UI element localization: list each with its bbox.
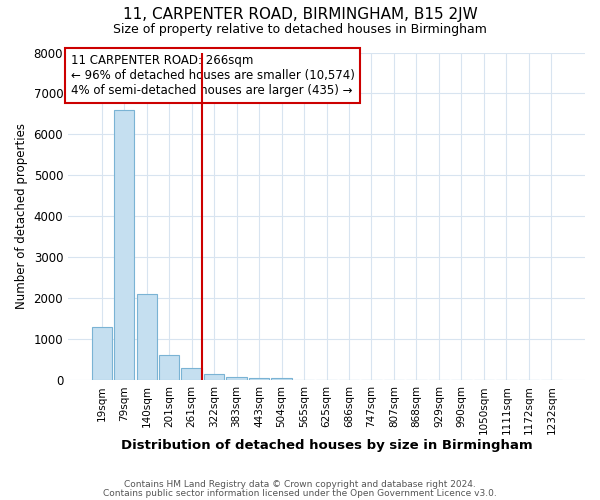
Bar (114, 110, 134, 380)
Bar (204, 374, 224, 380)
Bar (226, 378, 247, 380)
Bar (249, 378, 269, 380)
Bar (271, 378, 292, 380)
Bar (92, 327, 112, 380)
Bar (181, 368, 202, 380)
Text: 11, CARPENTER ROAD, BIRMINGHAM, B15 2JW: 11, CARPENTER ROAD, BIRMINGHAM, B15 2JW (122, 8, 478, 22)
X-axis label: Distribution of detached houses by size in Birmingham: Distribution of detached houses by size … (121, 440, 532, 452)
Bar (137, 294, 157, 380)
Y-axis label: Number of detached properties: Number of detached properties (15, 124, 28, 310)
Bar (159, 355, 179, 380)
Text: Size of property relative to detached houses in Birmingham: Size of property relative to detached ho… (113, 22, 487, 36)
Text: Contains HM Land Registry data © Crown copyright and database right 2024.: Contains HM Land Registry data © Crown c… (124, 480, 476, 489)
Text: 11 CARPENTER ROAD: 266sqm
← 96% of detached houses are smaller (10,574)
4% of se: 11 CARPENTER ROAD: 266sqm ← 96% of detac… (71, 54, 355, 97)
Text: Contains public sector information licensed under the Open Government Licence v3: Contains public sector information licen… (103, 490, 497, 498)
